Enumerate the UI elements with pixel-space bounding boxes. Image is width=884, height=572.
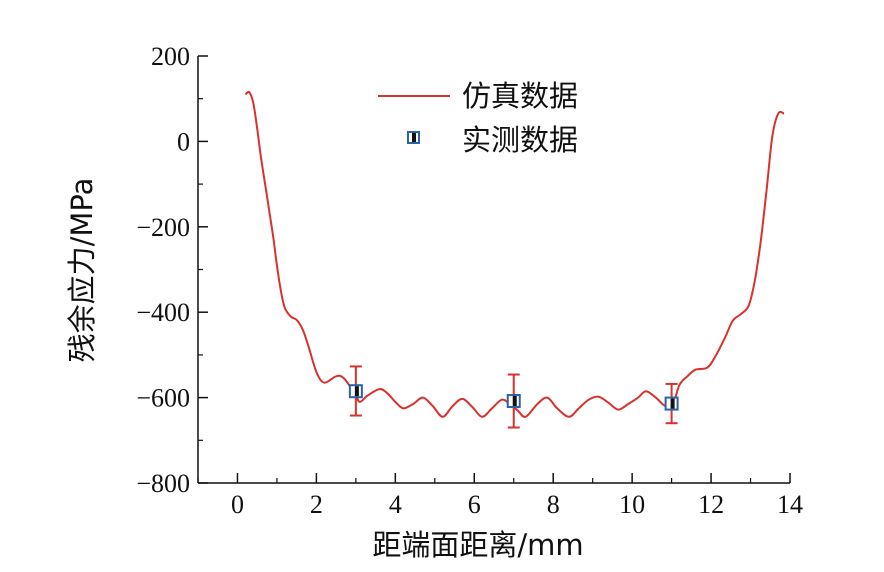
- y-tick-label: −600: [136, 384, 190, 413]
- x-tick-label: 4: [389, 490, 402, 519]
- y-axis-title: 残余应力/MPa: [65, 178, 99, 363]
- measured-marker-core: [512, 396, 517, 407]
- simulation-series-line: [244, 90, 785, 418]
- x-tick-label: 2: [310, 490, 323, 519]
- legend-marker-swatch-core: [412, 133, 416, 142]
- tick-labels: −800 −600 −400 −200 0 200 0 2 4 6 8 10 12 14: [136, 42, 803, 519]
- measured-marker-core: [670, 398, 675, 409]
- x-axis-title: 距端面距离/mm: [372, 528, 583, 562]
- legend-label-simulation: 仿真数据: [462, 79, 578, 113]
- measured-marker-core: [354, 386, 359, 397]
- axes: [197, 55, 791, 484]
- y-tick-label: −400: [136, 298, 190, 327]
- plot-area: [244, 90, 785, 429]
- y-tick-label: −200: [136, 213, 190, 242]
- y-tick-label: 200: [151, 42, 190, 71]
- x-tick-label: 8: [547, 490, 560, 519]
- x-tick-label: 0: [231, 490, 244, 519]
- y-tick-label: −800: [136, 469, 190, 498]
- x-tick-label: 6: [468, 490, 481, 519]
- x-tick-label: 10: [619, 490, 645, 519]
- measured-data-point: [348, 365, 363, 417]
- measured-data-point: [664, 382, 679, 425]
- x-tick-label: 14: [777, 490, 803, 519]
- legend-label-measured: 实测数据: [462, 123, 578, 157]
- legend: 仿真数据 实测数据: [378, 79, 578, 157]
- measured-data-point: [506, 373, 521, 429]
- y-tick-label: 0: [177, 127, 190, 156]
- x-tick-label: 12: [698, 490, 724, 519]
